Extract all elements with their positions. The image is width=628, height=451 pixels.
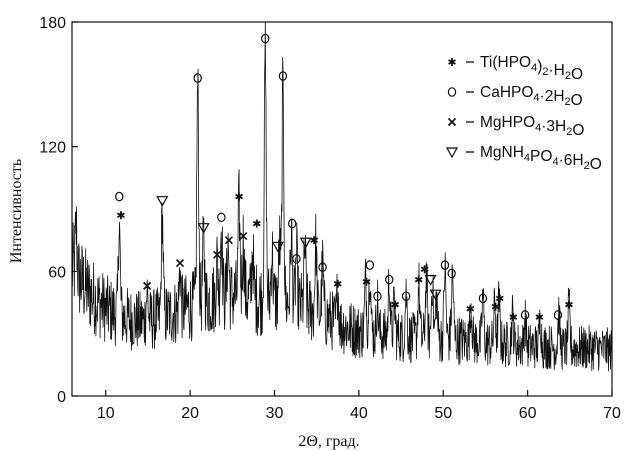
phase-marker-asterisk bbox=[466, 304, 475, 313]
legend-item: CaHPO4·2H2O bbox=[447, 84, 583, 109]
x-tick-label: 20 bbox=[181, 405, 199, 422]
phase-marker-cross bbox=[143, 281, 152, 290]
phase-marker-asterisk bbox=[535, 313, 544, 322]
phase-marker-circle bbox=[385, 274, 394, 285]
y-tick-label: 0 bbox=[57, 389, 66, 406]
phase-marker-asterisk bbox=[491, 302, 500, 311]
legend-symbol-cross bbox=[447, 117, 457, 127]
phase-marker-asterisk bbox=[362, 277, 371, 286]
y-tick-label: 120 bbox=[39, 140, 66, 157]
x-axis-title: 2Θ, град. bbox=[298, 433, 359, 450]
legend-item: MgNH4PO4·6H2O bbox=[445, 144, 602, 173]
phase-marker-triangle bbox=[424, 275, 437, 286]
diffraction-trace-group bbox=[71, 22, 613, 372]
y-tick-label: 180 bbox=[39, 15, 66, 32]
phase-marker-triangle bbox=[197, 223, 210, 234]
phase-marker-cross bbox=[239, 231, 248, 241]
phase-marker-asterisk bbox=[252, 219, 261, 228]
legend-label: CaHPO4·2H2O bbox=[480, 84, 583, 109]
phase-marker-asterisk bbox=[495, 294, 504, 303]
phase-marker-circle bbox=[373, 291, 382, 302]
phase-marker-circle bbox=[261, 33, 270, 44]
phase-marker-asterisk bbox=[235, 192, 243, 201]
diffraction-trace bbox=[71, 22, 613, 372]
axis-ticks-group: 10 20 30 40 50 60 70 0 60 120 180 bbox=[39, 15, 621, 422]
phase-marker-triangle bbox=[429, 289, 442, 301]
y-tick-label: 60 bbox=[48, 264, 66, 281]
phase-marker-circle bbox=[115, 191, 124, 202]
phase-marker-asterisk bbox=[420, 265, 429, 274]
legend-label: MgNH4PO4·6H2O bbox=[480, 144, 602, 173]
phase-marker-circle bbox=[217, 212, 226, 223]
phase-marker-asterisk bbox=[310, 236, 319, 245]
phase-marker-circle bbox=[365, 260, 375, 270]
phase-marker-circle bbox=[292, 254, 301, 264]
legend-symbol-asterisk bbox=[448, 58, 456, 66]
phase-marker-circle bbox=[193, 73, 202, 83]
legend-label: Ti(HPO4)2·H2O bbox=[480, 54, 583, 83]
phase-marker-asterisk bbox=[565, 300, 573, 309]
phase-marker-cross bbox=[213, 250, 222, 259]
phase-marker-triangle bbox=[156, 196, 169, 207]
x-tick-label: 70 bbox=[603, 405, 621, 422]
phase-marker-cross bbox=[224, 236, 234, 245]
phase-marker-asterisk bbox=[509, 313, 518, 322]
phase-marker-circle bbox=[447, 268, 456, 279]
phase-markers-group bbox=[115, 33, 573, 322]
phase-marker-triangle bbox=[299, 237, 312, 249]
phase-marker-asterisk bbox=[414, 275, 423, 284]
phase-marker-circle bbox=[553, 310, 563, 320]
plot-frame bbox=[71, 21, 613, 397]
x-tick-label: 10 bbox=[97, 405, 115, 422]
phase-marker-cross bbox=[175, 258, 185, 268]
phase-marker-circle bbox=[440, 260, 450, 270]
x-tick-label: 40 bbox=[350, 405, 368, 422]
legend-item: Ti(HPO4)2·H2O bbox=[448, 54, 583, 83]
phase-marker-triangle bbox=[271, 241, 284, 253]
phase-marker-asterisk bbox=[117, 211, 125, 220]
legend-label: MgHPO4·3H2O bbox=[480, 114, 584, 139]
y-axis-title: Интенсивность bbox=[8, 159, 25, 263]
phase-marker-asterisk bbox=[333, 279, 342, 288]
phase-marker-circle bbox=[278, 71, 288, 81]
phase-marker-circle bbox=[478, 293, 488, 304]
x-tick-label: 50 bbox=[434, 405, 452, 422]
legend-symbol-triangle bbox=[445, 147, 459, 159]
plot-area-border bbox=[71, 21, 613, 397]
x-tick-label: 30 bbox=[266, 405, 284, 422]
phase-marker-circle bbox=[288, 218, 297, 229]
phase-marker-circle bbox=[318, 262, 327, 272]
legend-item: MgHPO4·3H2O bbox=[447, 114, 584, 139]
x-tick-label: 60 bbox=[519, 405, 537, 422]
phase-marker-circle bbox=[401, 291, 411, 302]
phase-marker-asterisk bbox=[391, 300, 400, 309]
phase-marker-circle bbox=[520, 310, 530, 320]
legend-symbol-circle bbox=[447, 87, 457, 97]
